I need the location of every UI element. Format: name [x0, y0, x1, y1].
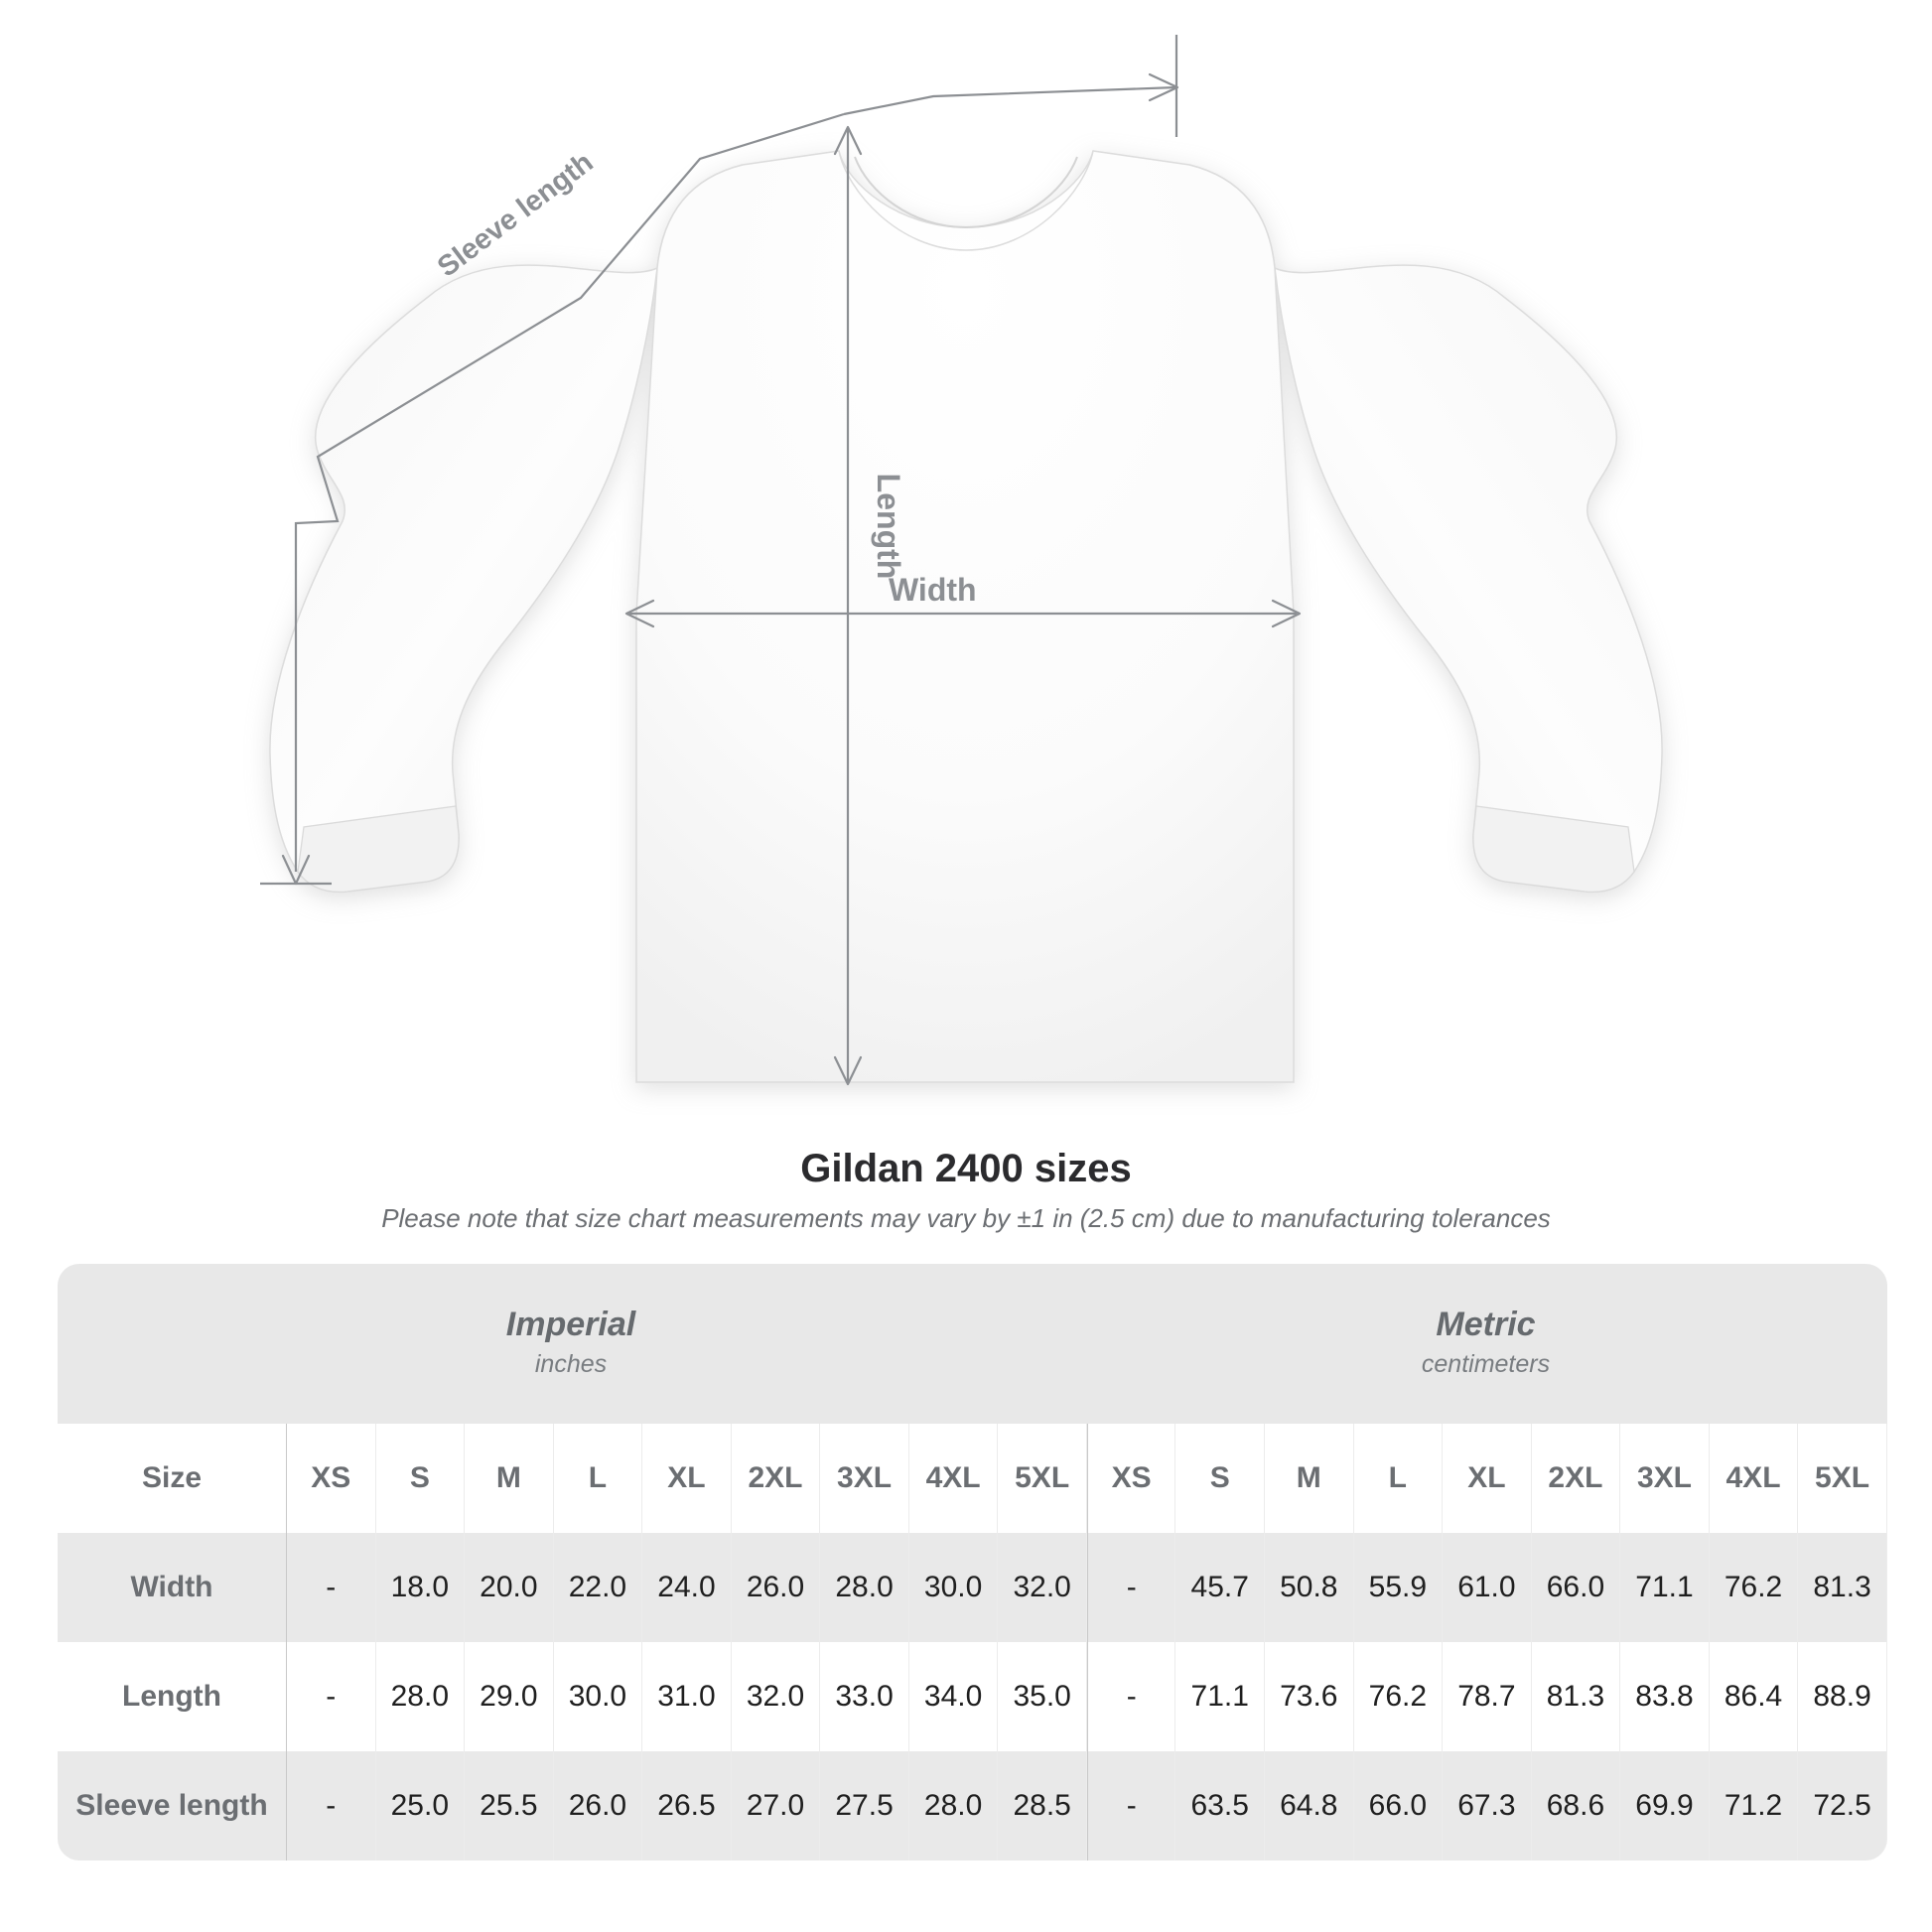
svg-text:Width: Width: [889, 572, 977, 608]
svg-text:Length: Length: [871, 474, 906, 580]
svg-text:Sleeve length: Sleeve length: [432, 147, 600, 284]
